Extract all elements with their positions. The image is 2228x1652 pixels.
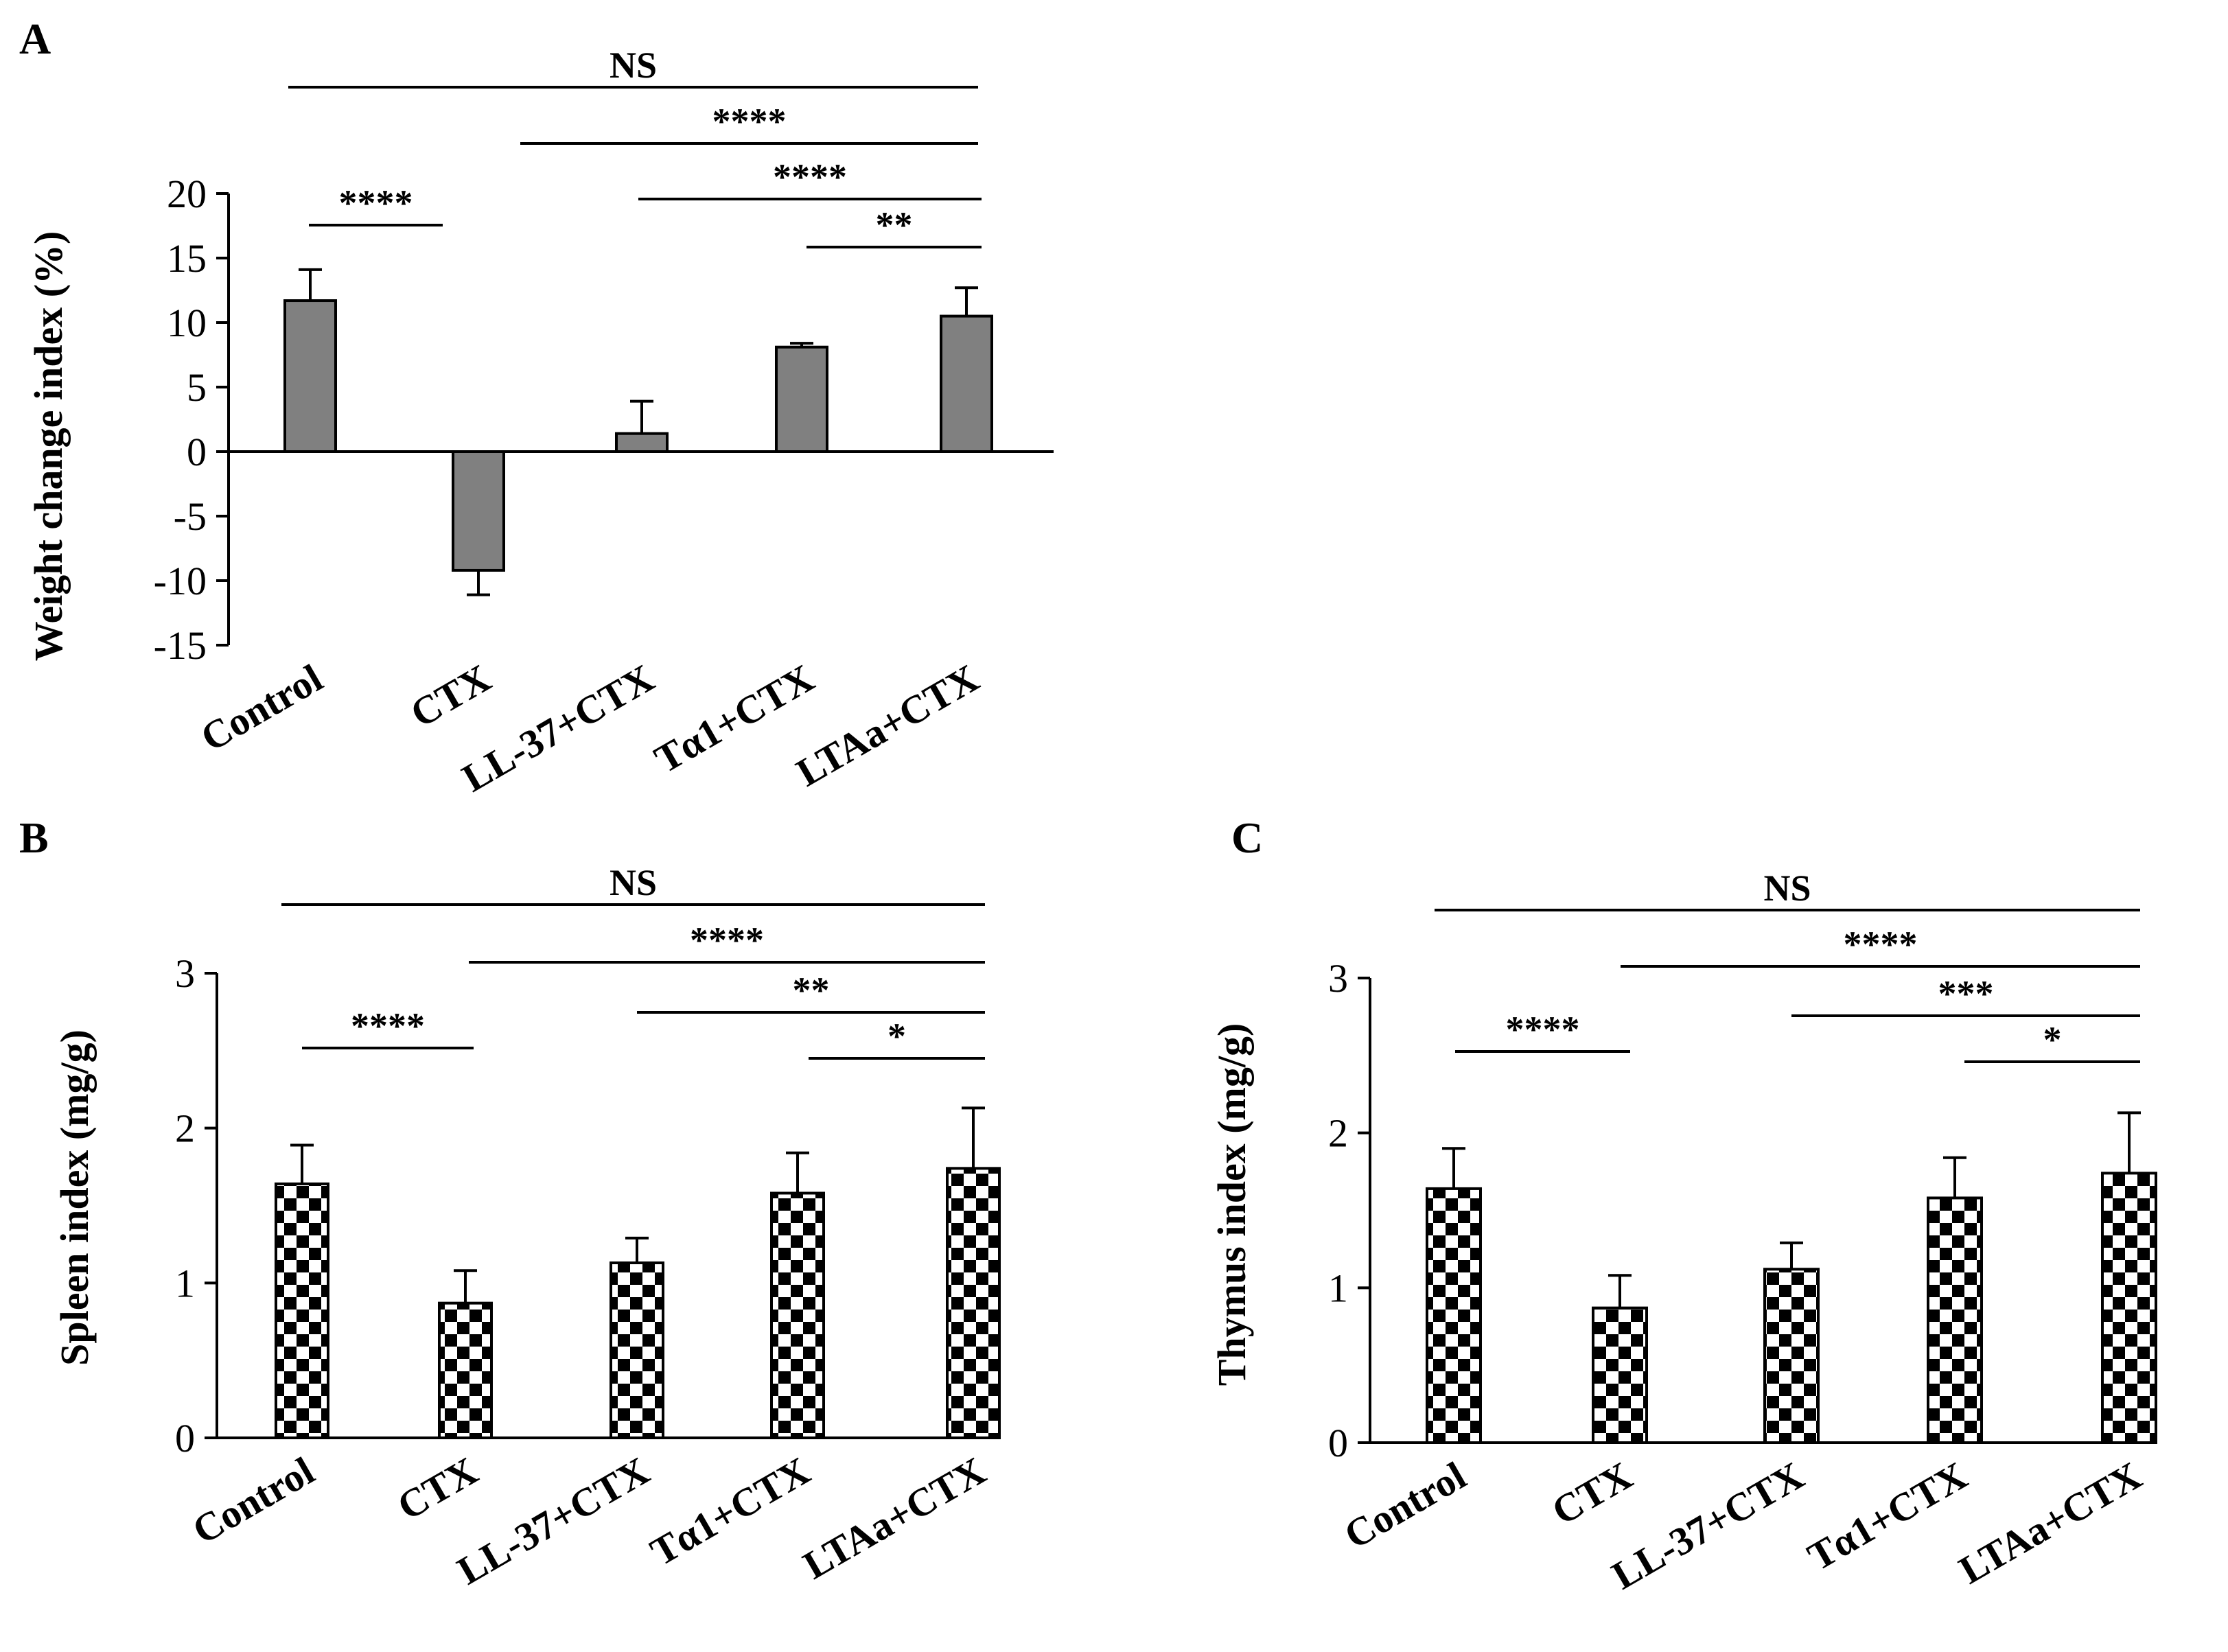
- significance-label: NS: [610, 862, 657, 903]
- x-category-label: CTX: [1544, 1453, 1640, 1534]
- bar-ctx: [1592, 1306, 1648, 1445]
- y-tick-label: 0: [187, 430, 207, 474]
- significance-label: ****: [351, 1005, 425, 1047]
- significance-label: ****: [690, 920, 764, 961]
- y-tick-label: 3: [1328, 956, 1348, 1001]
- bar-control: [1426, 1187, 1482, 1444]
- significance-label: NS: [1763, 868, 1811, 909]
- x-category-label: LTAa+CTX: [1951, 1453, 2148, 1592]
- bar-ll-37-ctx: [610, 1261, 664, 1440]
- y-axis-label: Thymus index (mg/g): [1209, 1023, 1254, 1386]
- bar-t-1-ctx: [1927, 1196, 1983, 1444]
- y-tick-label: 10: [167, 301, 207, 345]
- y-tick-label: 2: [1328, 1111, 1348, 1156]
- x-category-label: Control: [193, 655, 329, 760]
- x-category-label: LTAa+CTX: [789, 655, 986, 795]
- y-tick-label: 5: [187, 365, 207, 410]
- y-tick-label: 15: [167, 236, 207, 281]
- x-category-label: Control: [185, 1448, 321, 1552]
- x-category-label: Control: [1336, 1453, 1473, 1557]
- y-tick-label: -10: [154, 559, 207, 603]
- y-tick-label: 1: [1328, 1266, 1348, 1310]
- bar-ctx: [452, 450, 505, 572]
- significance-label: **: [876, 205, 913, 246]
- bar-control: [275, 1182, 329, 1439]
- x-category-label: CTX: [390, 1448, 485, 1529]
- x-category-label: Tα1+CTX: [643, 1448, 817, 1574]
- y-axis-label: Spleen index (mg/g): [52, 1029, 97, 1366]
- y-tick-label: 1: [175, 1261, 195, 1305]
- significance-label: NS: [610, 45, 657, 86]
- bar-t-1-ctx: [775, 345, 828, 453]
- bar-ltaa-ctx: [2101, 1172, 2157, 1444]
- significance-label: ****: [1506, 1009, 1580, 1050]
- y-tick-label: 0: [175, 1416, 195, 1461]
- y-tick-label: 2: [175, 1106, 195, 1151]
- panel-letter: C: [1231, 813, 1263, 862]
- y-tick-label: 20: [167, 172, 207, 216]
- y-axis-label: Weight change index (%): [26, 231, 71, 662]
- significance-label: ****: [339, 183, 413, 224]
- significance-label: *: [887, 1016, 906, 1057]
- significance-label: ****: [712, 101, 787, 142]
- bar-ll-37-ctx: [1763, 1268, 1820, 1444]
- significance-label: ***: [1938, 973, 1994, 1014]
- bar-ltaa-ctx: [946, 1167, 1001, 1439]
- significance-label: *: [2043, 1019, 2062, 1060]
- significance-label: ****: [1844, 924, 1918, 965]
- y-tick-label: 3: [175, 951, 195, 996]
- bar-control: [283, 299, 337, 454]
- bar-ltaa-ctx: [940, 314, 993, 453]
- bar-ctx: [438, 1301, 493, 1440]
- panel-letter: A: [19, 14, 51, 63]
- panel-a: A Weight change index (%) 20 15 10 5 0 -5 -10 -…: [19, 14, 1054, 800]
- y-tick-label: -15: [154, 623, 207, 668]
- bar-ll-37-ctx: [615, 432, 669, 453]
- x-category-label: LL-37+CTX: [1604, 1453, 1811, 1598]
- x-category-label: LTAa+CTX: [796, 1448, 993, 1587]
- y-tick-label: 0: [1328, 1421, 1348, 1465]
- significance-label: ****: [773, 156, 847, 198]
- x-category-label: Tα1+CTX: [1800, 1453, 1975, 1579]
- bar-t-1-ctx: [770, 1191, 825, 1439]
- panel-letter: B: [19, 813, 49, 862]
- x-category-label: LL-37+CTX: [450, 1448, 656, 1593]
- significance-label: **: [793, 970, 830, 1011]
- x-category-label: CTX: [403, 655, 498, 736]
- y-tick-label: -5: [174, 494, 207, 539]
